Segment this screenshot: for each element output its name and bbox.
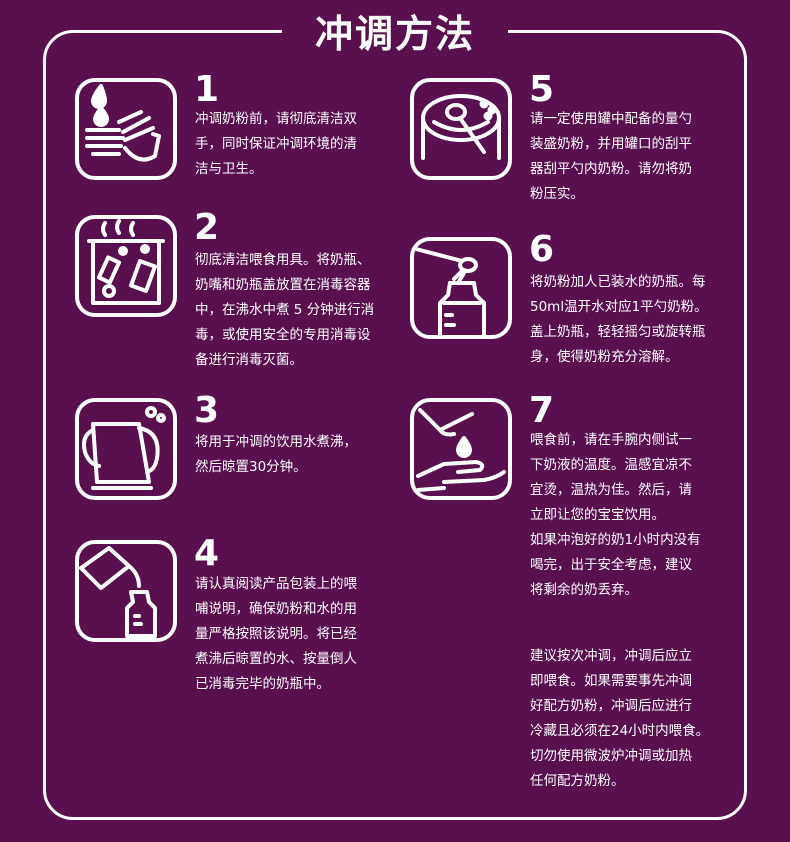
step-6-text: 将奶粉加人已装水的奶瓶。每 50ml温开水对应1平勺奶粉。 盖上奶瓶，轻轻摇匀或… bbox=[530, 274, 708, 365]
hand-washing-icon bbox=[75, 78, 177, 180]
page-title: 冲调方法 bbox=[314, 11, 475, 56]
step-7-text: 喂食前，请在手腕内侧试一 下奶液的温度。温感宜凉不 宜烫，温热为佳。然后，请 立… bbox=[530, 432, 701, 598]
step-7-number: 7 bbox=[529, 390, 555, 431]
preparation-note: 建议按次冲调，冲调后应立 即喂食。如果需要事先冲调 好配方奶粉，冲调后应进行 冷… bbox=[530, 648, 710, 789]
scoop-into-bottle-icon bbox=[410, 237, 512, 339]
step-6-number: 6 bbox=[529, 229, 555, 270]
pour-water-bottle-icon bbox=[75, 540, 177, 642]
step-1-number: 1 bbox=[194, 69, 220, 110]
step-5-number: 5 bbox=[529, 69, 555, 110]
step-5-text: 请一定使用罐中配备的量勺 装盛奶粉，并用罐口的刮平 器刮平勺内奶粉。请勿将奶 粉… bbox=[530, 111, 692, 202]
step-3-text: 将用于冲调的饮用水煮沸， 然后晾置30分钟。 bbox=[195, 434, 357, 475]
sterilizing-pot-icon bbox=[75, 215, 177, 317]
title-banner: 冲调方法 bbox=[282, 6, 508, 56]
step-2-number: 2 bbox=[194, 207, 220, 248]
step-4-text: 请认真阅读产品包装上的喂 哺说明，确保奶粉和水的用 量严格按照该说明。将已经 煮… bbox=[195, 576, 357, 692]
kettle-icon bbox=[75, 398, 177, 500]
step-2-text: 彻底清洁喂食用具。将奶瓶、 奶嘴和奶瓶盖放置在消毒容器 中，在沸水中煮 5 分钟… bbox=[195, 252, 375, 368]
scoop-leveling-icon bbox=[410, 78, 512, 180]
step-3-number: 3 bbox=[194, 390, 220, 431]
wrist-test-icon bbox=[410, 398, 512, 500]
step-4-number: 4 bbox=[194, 533, 220, 574]
step-1-text: 冲调奶粉前，请彻底清洁双 手，同时保证冲调环境的清 洁与卫生。 bbox=[195, 111, 357, 177]
